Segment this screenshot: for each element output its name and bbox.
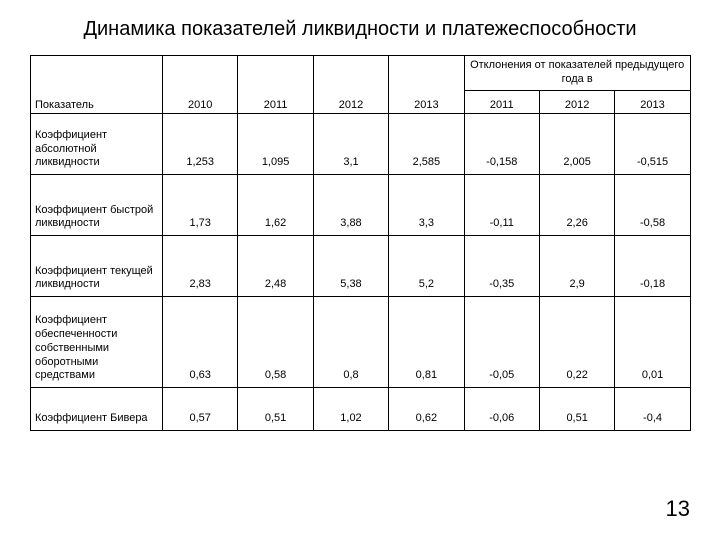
cell-value: 0,58 [238,297,313,388]
cell-value: 5,2 [389,236,464,297]
page-number: 13 [666,496,690,522]
cell-value: 0,62 [389,388,464,431]
header-dev-2013: 2013 [615,91,690,114]
cell-value: 2,48 [238,236,313,297]
row-label: Коэффициент быстрой ликвидности [31,175,163,236]
cell-value: 0,8 [313,297,388,388]
cell-value: 1,253 [163,114,238,175]
header-year-2013: 2013 [389,56,464,114]
cell-value: 2,585 [389,114,464,175]
cell-value: 3,3 [389,175,464,236]
cell-value: 0,51 [539,388,614,431]
cell-value: -0,18 [615,236,690,297]
table-row: Коэффициент обеспеченности собственными … [31,297,691,388]
table-row: Коэффициент Бивера0,570,511,020,62-0,060… [31,388,691,431]
table-row: Коэффициент текущей ликвидности2,832,485… [31,236,691,297]
header-year-2012: 2012 [313,56,388,114]
cell-value: -0,35 [464,236,539,297]
cell-value: 0,01 [615,297,690,388]
cell-value: 3,1 [313,114,388,175]
header-dev-2012: 2012 [539,91,614,114]
cell-value: 0,51 [238,388,313,431]
cell-value: 2,26 [539,175,614,236]
row-label: Коэффициент абсолютной ликвидности [31,114,163,175]
liquidity-table: Показатель 2010 2011 2012 2013 Отклонени… [30,55,691,431]
cell-value: 2,9 [539,236,614,297]
cell-value: 1,62 [238,175,313,236]
cell-value: 0,22 [539,297,614,388]
header-year-2011: 2011 [238,56,313,114]
cell-value: 0,63 [163,297,238,388]
cell-value: -0,06 [464,388,539,431]
table-body: Коэффициент абсолютной ликвидности1,2531… [31,114,691,431]
cell-value: 2,83 [163,236,238,297]
table-row: Коэффициент абсолютной ликвидности1,2531… [31,114,691,175]
cell-value: -0,58 [615,175,690,236]
cell-value: 0,57 [163,388,238,431]
header-dev-2011: 2011 [464,91,539,114]
header-deviation-group: Отклонения от показателей предыдущего го… [464,56,690,91]
cell-value: 0,81 [389,297,464,388]
page-title: Динамика показателей ликвидности и плате… [30,18,690,41]
cell-value: 1,02 [313,388,388,431]
cell-value: -0,515 [615,114,690,175]
header-indicator: Показатель [31,56,163,114]
page-container: Динамика показателей ликвидности и плате… [0,0,720,540]
cell-value: 3,88 [313,175,388,236]
cell-value: 2,005 [539,114,614,175]
cell-value: -0,11 [464,175,539,236]
cell-value: -0,158 [464,114,539,175]
cell-value: -0,05 [464,297,539,388]
row-label: Коэффициент текущей ликвидности [31,236,163,297]
cell-value: -0,4 [615,388,690,431]
table-row: Коэффициент быстрой ликвидности1,731,623… [31,175,691,236]
table-header: Показатель 2010 2011 2012 2013 Отклонени… [31,56,691,114]
cell-value: 5,38 [313,236,388,297]
row-label: Коэффициент обеспеченности собственными … [31,297,163,388]
cell-value: 1,095 [238,114,313,175]
row-label: Коэффициент Бивера [31,388,163,431]
header-year-2010: 2010 [163,56,238,114]
cell-value: 1,73 [163,175,238,236]
